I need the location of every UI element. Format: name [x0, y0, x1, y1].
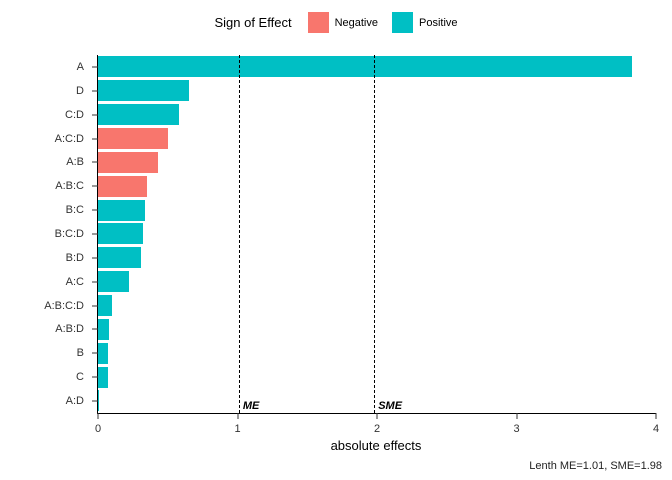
- x-axis-tick: [237, 413, 238, 419]
- y-axis-label: B: [76, 347, 84, 360]
- bar-row: [98, 79, 656, 103]
- y-axis-tick: [92, 90, 98, 92]
- x-axis-tick-label: 2: [373, 423, 381, 435]
- reference-line-label-sme: SME: [378, 400, 403, 412]
- x-axis-tick-label: 3: [513, 423, 520, 435]
- bar-row: [98, 389, 656, 413]
- bar-row: [98, 127, 656, 151]
- y-axis-label: A:C: [65, 275, 84, 288]
- bar-row: [98, 294, 656, 318]
- y-axis-label: A:C:D: [54, 132, 84, 145]
- legend-item-negative: Negative: [307, 12, 378, 33]
- bar-B: [98, 342, 108, 364]
- y-axis-label: A:B: [66, 156, 84, 169]
- positive-swatch-icon: [391, 12, 413, 33]
- bar-A:B:D: [98, 318, 110, 340]
- bar-row: [98, 341, 656, 365]
- x-axis-tick: [376, 413, 378, 419]
- y-axis-label: C:D: [65, 108, 84, 121]
- bar-row: [98, 317, 656, 341]
- x-axis-tick: [516, 413, 517, 419]
- bar-A:B:C:D: [98, 295, 112, 317]
- y-axis-label: C: [76, 371, 84, 384]
- y-axis-tick: [92, 305, 98, 307]
- y-axis-label: B:D: [65, 251, 84, 264]
- lenth-caption: Lenth ME=1.01, SME=1.98: [529, 460, 662, 472]
- y-axis-label: B:C: [65, 204, 84, 217]
- y-axis-tick: [92, 138, 98, 140]
- y-axis-labels: A D C:D A:C:D A:B A:B:C B:C B:C:D B:D A:C A:B:C:D A…: [0, 55, 91, 413]
- bar-A:B:C: [98, 175, 147, 197]
- legend-item-positive: Positive: [391, 12, 458, 33]
- y-axis-tick: [92, 281, 98, 283]
- bar-A:C: [98, 271, 129, 293]
- bar-D: [98, 80, 189, 102]
- bar-C:D: [98, 104, 179, 126]
- bar-row: [98, 365, 656, 389]
- y-axis-tick: [92, 400, 98, 402]
- legend-item-label: Positive: [418, 16, 458, 29]
- bar-A: [98, 56, 633, 78]
- y-axis-label: A:B:D: [55, 323, 84, 336]
- x-axis-tick-label: 1: [234, 423, 241, 435]
- reference-line-sme: [374, 55, 376, 413]
- y-axis-label: D: [76, 84, 84, 97]
- bar-A:B: [98, 151, 158, 173]
- bar-row: [98, 103, 656, 127]
- y-axis-label: A:D: [65, 394, 84, 407]
- x-axis-title: absolute effects: [330, 438, 422, 453]
- y-axis-label: A: [76, 60, 84, 73]
- y-axis-tick: [92, 233, 98, 235]
- bar-A:D: [98, 390, 100, 412]
- y-axis-label: B:C:D: [54, 227, 84, 240]
- x-axis-tick: [655, 413, 657, 419]
- y-axis-tick: [92, 352, 98, 354]
- bar-row: [98, 198, 656, 222]
- bar-C: [98, 366, 108, 388]
- bar-B:C: [98, 199, 146, 221]
- bar-row: [98, 150, 656, 174]
- y-axis-tick: [92, 328, 98, 330]
- x-axis-tick: [97, 413, 99, 419]
- bar-B:C:D: [98, 223, 143, 245]
- y-axis-tick: [92, 376, 98, 378]
- y-axis-tick: [92, 209, 98, 211]
- bar-row: [98, 222, 656, 246]
- plot-area: 0 1 2 3 4 ME SME: [92, 55, 659, 435]
- reference-line-me: [238, 55, 240, 413]
- legend-item-label: Negative: [334, 16, 378, 29]
- legend: Sign of Effect Negative Positive: [0, 12, 672, 33]
- y-axis-tick: [92, 185, 98, 187]
- bar-row: [98, 55, 656, 79]
- legend-title: Sign of Effect: [214, 15, 292, 30]
- x-axis-tick-label: 0: [94, 423, 102, 435]
- y-axis-tick: [92, 114, 98, 116]
- bar-row: [98, 270, 656, 294]
- bar-row: [98, 174, 656, 198]
- y-axis-tick: [92, 66, 98, 68]
- x-axis-tick-label: 4: [652, 423, 660, 435]
- y-axis-label: A:B:C:D: [44, 299, 84, 312]
- y-axis-tick: [92, 161, 98, 163]
- reference-line-label-me: ME: [242, 400, 260, 412]
- bar-A:C:D: [98, 128, 168, 149]
- bar-row: [98, 246, 656, 270]
- y-axis-label: A:B:C: [55, 180, 84, 193]
- bar-B:D: [98, 247, 142, 269]
- y-axis-tick: [92, 257, 98, 259]
- negative-swatch-icon: [307, 12, 329, 33]
